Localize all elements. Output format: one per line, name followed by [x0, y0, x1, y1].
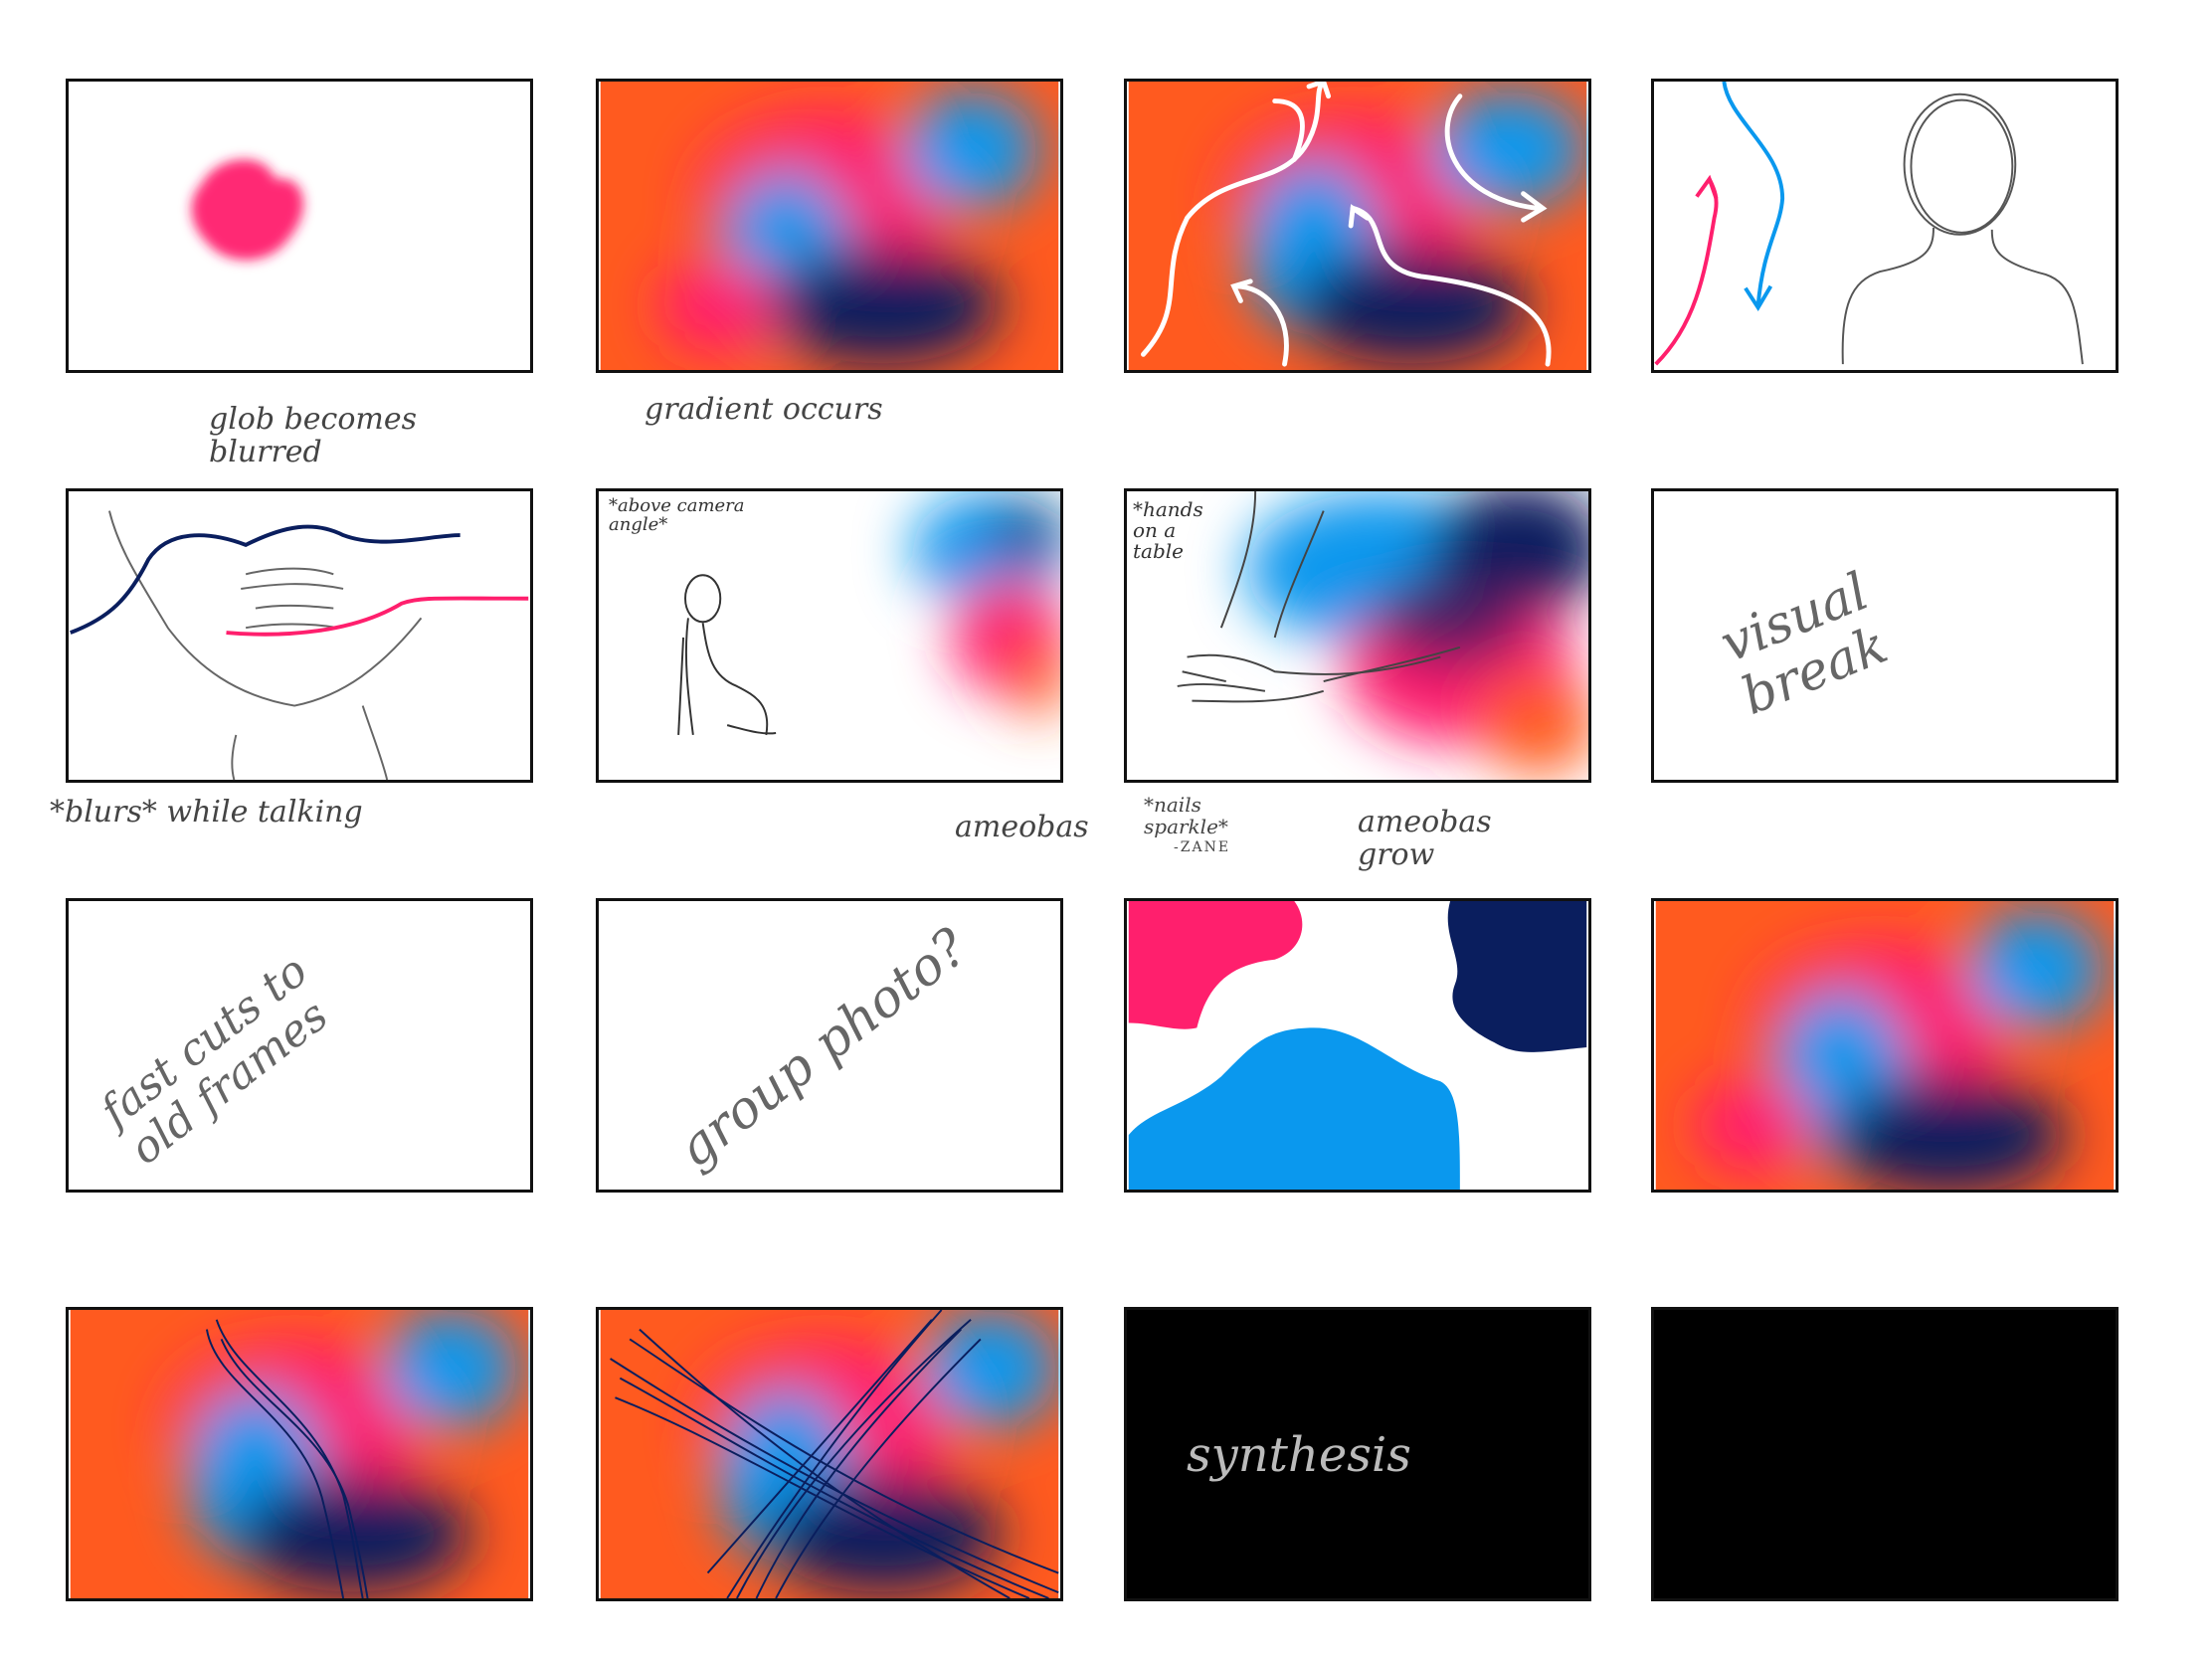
face-sketch-art [70, 510, 529, 780]
storyboard-panel-9: fast cuts to old frames [66, 898, 533, 1193]
gradient-arrows-art [1128, 82, 1587, 370]
blurred-glob-art [191, 159, 304, 261]
storyboard-panel-6: *above camera angle* [596, 488, 1063, 783]
panel-10-text: group photo? [666, 917, 979, 1180]
seated-figure-sketch [677, 574, 777, 736]
storyboard-panel-4 [1651, 79, 2119, 373]
storyboard-panel-15: synthesis [1124, 1307, 1591, 1601]
camera-angle-art [677, 491, 1060, 736]
storyboard-panel-11 [1124, 898, 1591, 1193]
caption-panel-7-credit: -ZANE [1174, 839, 1231, 855]
person-bust-art [1654, 82, 2084, 366]
storyboard-panel-12 [1651, 898, 2119, 1193]
gradient-art [600, 82, 1059, 370]
storyboard-panel-13 [66, 1307, 533, 1601]
caption-panel-1: glob becomes blurred [209, 402, 418, 469]
gradient-art-2 [1655, 901, 2115, 1190]
caption-panel-6: ameobas [955, 810, 1089, 844]
hands-sketch [1177, 491, 1461, 703]
storyboard-panel-7: *hands on a table [1124, 488, 1591, 783]
panel-15-text: synthesis [1187, 1427, 1411, 1483]
caption-panel-7-nails: *nails sparkle* [1144, 793, 1228, 838]
gradient-crossing-lines-art [600, 1310, 1059, 1598]
storyboard-panel-2 [596, 79, 1063, 373]
hands-on-table-art [1177, 491, 1588, 775]
storyboard-panel-1 [66, 79, 533, 373]
ameoba-shapes-art [1128, 901, 1587, 1190]
storyboard-panel-5 [66, 488, 533, 783]
panel-9-text: fast cuts to old frames [91, 945, 338, 1176]
panel-7-inner-note: *hands on a table [1133, 497, 1203, 563]
person-sketch [1841, 92, 2084, 365]
motion-arrows [1141, 82, 1552, 367]
storyboard-panel-8: visual break [1651, 488, 2119, 783]
caption-panel-7: ameobas grow [1358, 805, 1492, 872]
storyboard-panel-14 [596, 1307, 1063, 1601]
storyboard-panel-10: group photo? [596, 898, 1063, 1193]
storyboard-panel-16 [1651, 1307, 2119, 1601]
panel-8-text: visual break [1712, 561, 1897, 728]
panel-6-inner-note: *above camera angle* [609, 495, 745, 535]
storyboard-panel-3 [1124, 79, 1591, 373]
caption-panel-2: gradient occurs [645, 392, 883, 427]
caption-panel-5: *blurs* while talking [50, 795, 363, 830]
gradient-lines-art [70, 1310, 529, 1598]
